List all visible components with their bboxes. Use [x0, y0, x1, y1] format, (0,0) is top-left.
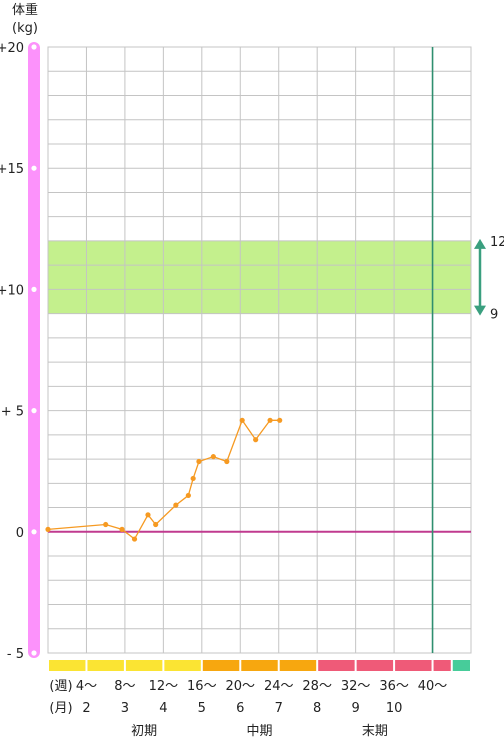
- y-tick-label: - 5: [7, 647, 24, 662]
- data-point: [173, 502, 179, 508]
- week-label: 4～: [76, 679, 97, 694]
- period-label: 初期: [131, 724, 157, 739]
- data-point: [267, 417, 273, 423]
- week-label: 24～: [264, 679, 294, 694]
- y-tick-label: +15: [0, 162, 24, 177]
- month-label: 5: [198, 701, 206, 716]
- week-row-label: (週): [49, 679, 72, 694]
- week-label: 32～: [341, 679, 371, 694]
- week-label: 16～: [187, 679, 217, 694]
- period-bar-segment: [164, 660, 201, 671]
- data-point: [196, 458, 202, 465]
- week-label: 8～: [114, 679, 135, 694]
- data-point: [239, 417, 245, 423]
- period-bar-segment: [452, 660, 470, 671]
- y-tick-dot: [31, 529, 37, 535]
- period-bar-segment: [318, 660, 355, 671]
- data-point: [224, 458, 230, 465]
- data-point: [185, 492, 191, 499]
- month-label: 6: [236, 701, 244, 716]
- data-point: [210, 454, 216, 460]
- y-tick-label: +20: [0, 41, 24, 56]
- period-bar-segment: [356, 660, 394, 671]
- y-tick-dot: [31, 165, 37, 171]
- month-label: 10: [386, 701, 403, 716]
- week-label: 28～: [302, 679, 332, 694]
- period-label: 中期: [246, 724, 272, 739]
- month-label: 3: [121, 701, 129, 716]
- week-label: 20～: [225, 679, 255, 694]
- data-point: [153, 521, 159, 528]
- month-row-label: (月): [49, 701, 72, 716]
- y-tick-label: 0: [16, 526, 24, 541]
- y-tick-dot: [31, 44, 37, 50]
- y-tick-dot: [31, 286, 37, 292]
- data-point: [119, 526, 125, 532]
- month-label: 4: [159, 701, 167, 716]
- week-label: 40～: [418, 679, 448, 694]
- data-point: [103, 521, 109, 528]
- data-point: [253, 437, 259, 443]
- range-high-label: 12: [490, 235, 504, 250]
- y-tick-dot: [31, 408, 37, 414]
- y-tick-label: +10: [0, 283, 24, 298]
- period-bar-segment: [433, 660, 451, 671]
- y-axis-bar: [28, 42, 40, 658]
- data-point: [45, 526, 51, 532]
- plot-area-border: [47, 46, 472, 654]
- target-range-band: [48, 240, 471, 314]
- month-label: 2: [82, 701, 90, 716]
- period-bar-segment: [395, 660, 432, 671]
- range-arrow-down-head: [474, 305, 486, 316]
- period-bar-segment: [202, 660, 240, 671]
- y-tick-dot: [31, 650, 37, 656]
- period-bar-segment: [279, 660, 317, 671]
- period-bar-segment: [125, 660, 163, 671]
- data-point: [145, 512, 151, 518]
- period-bar-segment: [87, 660, 124, 671]
- month-label: 8: [313, 701, 321, 716]
- period-bar-segment: [49, 660, 86, 671]
- y-tick-label: + 5: [1, 405, 24, 420]
- week-label: 12～: [149, 679, 179, 694]
- month-label: 7: [275, 701, 283, 716]
- y-axis-unit: (kg): [12, 21, 38, 36]
- weight-line: [47, 418, 280, 541]
- range-arrow-up-head: [474, 238, 486, 249]
- period-label: 末期: [362, 724, 388, 739]
- period-bar-segment: [241, 660, 278, 671]
- data-point: [190, 475, 196, 482]
- data-point: [277, 417, 283, 423]
- week-label: 36～: [379, 679, 409, 694]
- month-label: 9: [351, 701, 359, 716]
- range-low-label: 9: [490, 308, 498, 323]
- data-point: [131, 536, 138, 542]
- y-axis-title: 体重: [12, 2, 38, 18]
